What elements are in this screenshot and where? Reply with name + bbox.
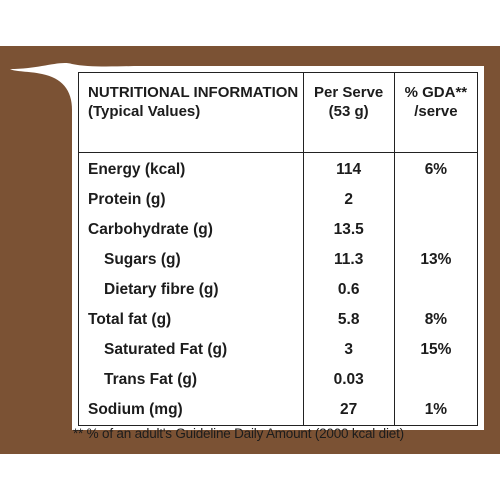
per-serve-value: 5.8 xyxy=(302,305,395,335)
gda-value: 15% xyxy=(393,335,479,365)
nutrient-name: Trans Fat (g) xyxy=(78,365,304,395)
table-row: Total fat (g) 5.8 8% xyxy=(78,305,479,335)
nutrient-name: Energy (kcal) xyxy=(78,152,304,185)
header-per-serve-amount: (53 g) xyxy=(328,103,369,120)
nutrient-name: Protein (g) xyxy=(78,185,304,215)
per-serve-value: 2 xyxy=(302,185,395,215)
gda-value xyxy=(393,365,479,395)
nutrient-name: Sugars (g) xyxy=(78,245,304,275)
header-per-serve-title: Per Serve xyxy=(314,84,384,101)
per-serve-value: 0.03 xyxy=(302,365,395,395)
header-nutrient-title: NUTRITIONAL INFORMATION xyxy=(88,84,299,101)
per-serve-value: 13.5 xyxy=(302,215,395,245)
per-serve-value: 114 xyxy=(302,152,395,185)
gda-value: 6% xyxy=(393,152,479,185)
table-header-row: NUTRITIONAL INFORMATION (Typical Values)… xyxy=(78,72,479,153)
table-row: Dietary fibre (g) 0.6 xyxy=(78,275,479,305)
gda-value: 13% xyxy=(393,245,479,275)
per-serve-value: 27 xyxy=(302,395,395,426)
table-row: Carbohydrate (g) 13.5 xyxy=(78,215,479,245)
nutrient-name: Saturated Fat (g) xyxy=(78,335,304,365)
nutrient-name: Total fat (g) xyxy=(78,305,304,335)
gda-value: 8% xyxy=(393,305,479,335)
per-serve-value: 3 xyxy=(302,335,395,365)
gda-value xyxy=(393,275,479,305)
table-row: Energy (kcal) 114 6% xyxy=(78,152,479,185)
table-row: Sugars (g) 11.3 13% xyxy=(78,245,479,275)
gda-value: 1% xyxy=(393,395,479,426)
per-serve-value: 11.3 xyxy=(302,245,395,275)
nutrient-name: Sodium (mg) xyxy=(78,395,304,426)
gda-footnote: ** % of an adult's Guideline Daily Amoun… xyxy=(73,426,404,441)
table-row: Protein (g) 2 xyxy=(78,185,479,215)
gda-value xyxy=(393,185,479,215)
header-nutrient-subtitle: (Typical Values) xyxy=(88,103,201,120)
header-nutrient: NUTRITIONAL INFORMATION (Typical Values) xyxy=(78,72,304,153)
header-per-serve: Per Serve (53 g) xyxy=(302,72,395,153)
header-gda-title: % GDA** xyxy=(404,84,468,101)
nutrition-table: NUTRITIONAL INFORMATION (Typical Values)… xyxy=(78,72,479,426)
nutrient-name: Carbohydrate (g) xyxy=(78,215,304,245)
table-row: Saturated Fat (g) 3 15% xyxy=(78,335,479,365)
table-row: Sodium (mg) 27 1% xyxy=(78,395,479,426)
gda-value xyxy=(393,215,479,245)
table-row: Trans Fat (g) 0.03 xyxy=(78,365,479,395)
per-serve-value: 0.6 xyxy=(302,275,395,305)
header-gda-unit: /serve xyxy=(414,103,458,120)
header-gda: % GDA** /serve xyxy=(393,72,479,153)
nutrient-name: Dietary fibre (g) xyxy=(78,275,304,305)
